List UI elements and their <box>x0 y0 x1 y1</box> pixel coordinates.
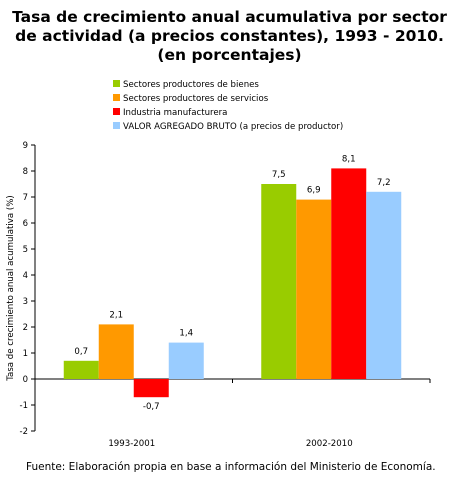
bar-value-label: 0,7 <box>74 347 88 357</box>
bar <box>98 324 134 379</box>
bar <box>296 199 332 379</box>
y-tick-label: -1 <box>20 401 28 411</box>
legend: Sectores productores de bienes Sectores p… <box>113 80 343 132</box>
y-tick-label: -2 <box>20 427 28 437</box>
bar-value-label: 7,2 <box>377 178 391 188</box>
legend-swatch <box>113 122 120 129</box>
legend-swatch <box>113 108 120 115</box>
y-tick-label: 6 <box>23 219 28 229</box>
x-tick-label: 2002-2010 <box>306 439 353 449</box>
y-axis-label: Tasa de crecimiento anual acumulativa (%… <box>6 195 16 382</box>
legend-swatch <box>113 94 120 101</box>
chart-title: Tasa de crecimiento anual acumulativa po… <box>0 8 459 65</box>
bar-value-label: 2,1 <box>109 310 123 320</box>
chart-title-line-2: de actividad (a precios constantes), 199… <box>15 27 444 45</box>
source-note: Fuente: Elaboración propia en base a inf… <box>26 461 436 473</box>
bar <box>133 379 169 398</box>
chart-bars <box>63 168 402 398</box>
x-tick-label: 1993-2001 <box>108 439 155 449</box>
bar <box>366 191 402 379</box>
bar-value-label: 1,4 <box>179 329 193 339</box>
legend-label: Sectores productores de bienes <box>123 80 259 90</box>
y-tick-label: 9 <box>23 141 28 151</box>
y-tick-label: 4 <box>23 271 28 281</box>
legend-label: Sectores productores de servicios <box>123 94 269 104</box>
legend-swatch <box>113 80 120 87</box>
bar <box>261 184 297 379</box>
y-tick-label: 0 <box>23 375 28 385</box>
y-tick-label: 2 <box>23 323 28 333</box>
chart-title-line-3: (en porcentajes) <box>157 46 302 64</box>
data-labels: 0,7 2,1 -0,7 1,4 7,5 6,9 8,1 7,2 <box>74 154 390 412</box>
y-tick-label: 7 <box>23 193 28 203</box>
legend-label: VALOR AGREGADO BRUTO (a precios de produ… <box>123 122 343 132</box>
y-tick-label: 8 <box>23 167 28 177</box>
y-tick-label: 1 <box>23 349 28 359</box>
y-tick-label: 3 <box>23 297 28 307</box>
bar <box>63 360 99 379</box>
chart-title-line-1: Tasa de crecimiento anual acumulativa po… <box>12 8 447 26</box>
bar-value-label: 7,5 <box>272 170 286 180</box>
bar-value-label: 6,9 <box>307 186 321 196</box>
bar <box>168 342 204 379</box>
bar-value-label: -0,7 <box>143 402 160 412</box>
y-tick-label: 5 <box>23 245 28 255</box>
bar-value-label: 8,1 <box>342 154 356 164</box>
bar <box>331 168 367 379</box>
legend-label: Industria manufacturera <box>123 108 227 118</box>
